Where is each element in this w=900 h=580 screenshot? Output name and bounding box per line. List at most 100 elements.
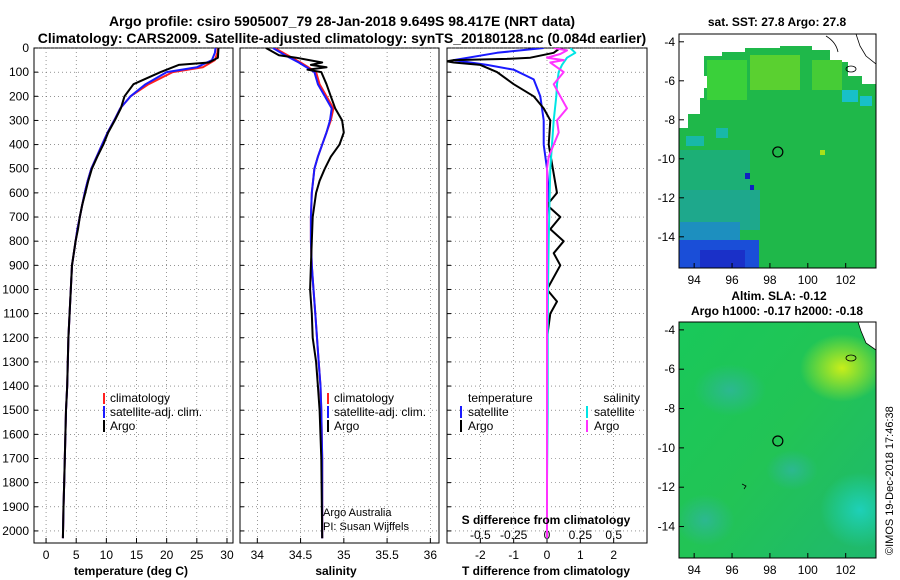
sst-data-patch bbox=[716, 128, 728, 138]
x-tick-label: 36 bbox=[424, 548, 438, 562]
series-line-salinity-argo bbox=[546, 48, 568, 539]
x-tick-label: 35.5 bbox=[375, 548, 399, 562]
sst-map-title: sat. SST: 27.8 Argo: 27.8 bbox=[708, 15, 847, 29]
x-tick-label: 20 bbox=[160, 548, 174, 562]
depth-tick-label: 400 bbox=[9, 138, 29, 152]
x-tick-label: 30 bbox=[220, 548, 234, 562]
sla-map-axes: 94 96 98 100 102 -4 -6 -8 -10 -12 -14 bbox=[658, 323, 856, 577]
sst-data-patch bbox=[842, 90, 858, 102]
small-island bbox=[741, 483, 747, 490]
legend-label-satellite: satellite-adj. clim. bbox=[110, 405, 202, 419]
salinity-legend: climatology satellite-adj. clim. Argo bbox=[327, 391, 426, 433]
argo-float-marker bbox=[772, 146, 784, 158]
map-x-tick-label: 102 bbox=[836, 273, 856, 287]
depth-tick-label: 1900 bbox=[2, 500, 29, 514]
sla-map bbox=[679, 322, 876, 558]
x2-tick-label: 0.25 bbox=[569, 528, 593, 542]
temperature-axis-label: temperature (deg C) bbox=[74, 564, 188, 578]
x-tick-label: 35 bbox=[337, 548, 351, 562]
sst-data-patch bbox=[707, 60, 747, 100]
legend-label-climatology: climatology bbox=[110, 391, 170, 405]
depth-tick-label: 800 bbox=[9, 234, 29, 248]
x-tick-label: -1 bbox=[508, 548, 519, 562]
salinity-axis-label: salinity bbox=[315, 564, 357, 578]
sst-cool-patch bbox=[700, 250, 745, 268]
sla-low-anomaly bbox=[694, 364, 766, 416]
sla-map-frame bbox=[678, 321, 877, 559]
legend-label-argo: Argo bbox=[334, 419, 360, 433]
sla-map-subtitle: Argo h1000: -0.17 h2000: -0.18 bbox=[691, 304, 863, 318]
temperature-lines bbox=[61, 48, 220, 539]
sst-data-patch bbox=[860, 96, 872, 106]
x-tick-label: 25 bbox=[190, 548, 204, 562]
x-tick-label: 0 bbox=[43, 548, 50, 562]
x-axes: 0 5 10 15 20 25 30 34 34.5 35 35.5 36 -2 -1 0 1 2 -0.5 -0.… bbox=[43, 528, 623, 562]
coastline bbox=[825, 35, 839, 53]
map-y-tick-label: -6 bbox=[664, 74, 675, 88]
difference-legend: temperature satellite Argo salinity sate… bbox=[460, 391, 640, 433]
s-difference-axis-label: S difference from climatology bbox=[462, 513, 631, 527]
sst-data-patch bbox=[686, 136, 704, 146]
imos-credit: ©IMOS 19-Dec-2018 17:46:38 bbox=[884, 406, 896, 555]
depth-tick-label: 300 bbox=[9, 113, 29, 127]
x2-tick-label: -0.25 bbox=[500, 528, 528, 542]
series-line-climatology bbox=[274, 48, 335, 539]
salinity-lines bbox=[265, 48, 345, 539]
series-line-satellite-adj-clim- bbox=[61, 48, 217, 539]
sst-data-patch bbox=[750, 185, 754, 190]
depth-tick-label: 1700 bbox=[2, 451, 29, 465]
depth-tick-label: 200 bbox=[9, 89, 29, 103]
series-line-argo bbox=[61, 48, 220, 539]
x-tick-label: -2 bbox=[475, 548, 486, 562]
temperature-panel-frame bbox=[33, 47, 234, 544]
map-y-tick-label: -14 bbox=[658, 230, 676, 244]
sla-high-anomaly bbox=[800, 334, 876, 402]
map-y-tick-label: -12 bbox=[658, 191, 676, 205]
map-x-tick-label: 100 bbox=[798, 273, 818, 287]
x-tick-label: 15 bbox=[130, 548, 144, 562]
legend-label-t-argo: Argo bbox=[468, 419, 494, 433]
map-x-tick-label: 98 bbox=[763, 273, 777, 287]
map-y-tick-label: -8 bbox=[664, 113, 675, 127]
depth-tick-label: 500 bbox=[9, 162, 29, 176]
argo-australia-label: Argo Australia bbox=[323, 507, 392, 519]
depth-tick-label: 1100 bbox=[3, 307, 29, 321]
map-x-tick-label: 94 bbox=[687, 273, 701, 287]
map-x-tick-label: 94 bbox=[687, 563, 701, 577]
series-line-satellite-adj-clim- bbox=[272, 48, 333, 539]
island-outline bbox=[845, 354, 857, 362]
map-x-tick-label: 96 bbox=[725, 563, 739, 577]
depth-tick-label: 1800 bbox=[2, 476, 29, 490]
sumatra-coastline bbox=[857, 322, 876, 351]
map-y-tick-label: -4 bbox=[664, 35, 675, 49]
series-line-temperature-satellite bbox=[452, 48, 550, 539]
map-x-tick-label: 96 bbox=[725, 273, 739, 287]
legend-label-s-satellite: satellite bbox=[594, 405, 635, 419]
map-y-tick-label: -10 bbox=[658, 152, 676, 166]
map-x-tick-label: 98 bbox=[763, 563, 777, 577]
difference-lines bbox=[447, 48, 577, 539]
t-difference-axis-label: T difference from climatology bbox=[462, 564, 630, 578]
salinity-panel-frame bbox=[239, 47, 440, 544]
map-y-tick-label: -12 bbox=[658, 480, 676, 494]
legend-title-salinity: salinity bbox=[603, 391, 640, 405]
legend-label-satellite: satellite-adj. clim. bbox=[334, 405, 426, 419]
temperature-legend: climatology satellite-adj. clim. Argo bbox=[103, 391, 202, 433]
sst-data-patch bbox=[750, 55, 800, 90]
sst-map-axes: 94 96 98 100 102 -4 -6 -8 -10 -12 -14 bbox=[658, 35, 856, 287]
x2-tick-label: 0.5 bbox=[605, 528, 622, 542]
sst-map bbox=[679, 34, 876, 268]
map-y-tick-label: -8 bbox=[664, 402, 675, 416]
sst-data-patch bbox=[812, 60, 842, 90]
depth-tick-label: 900 bbox=[9, 258, 29, 272]
series-line-argo bbox=[265, 48, 345, 539]
legend-label-t-satellite: satellite bbox=[468, 405, 509, 419]
sla-low-anomaly bbox=[766, 450, 818, 490]
depth-tick-label: 1400 bbox=[2, 379, 29, 393]
depth-tick-label: 1300 bbox=[2, 355, 29, 369]
figure-title-line1: Argo profile: csiro 5905007_79 28-Jan-20… bbox=[109, 13, 575, 29]
argo-float-marker bbox=[772, 435, 784, 447]
depth-tick-label: 1000 bbox=[2, 282, 29, 296]
pi-label: PI: Susan Wijffels bbox=[323, 521, 409, 533]
